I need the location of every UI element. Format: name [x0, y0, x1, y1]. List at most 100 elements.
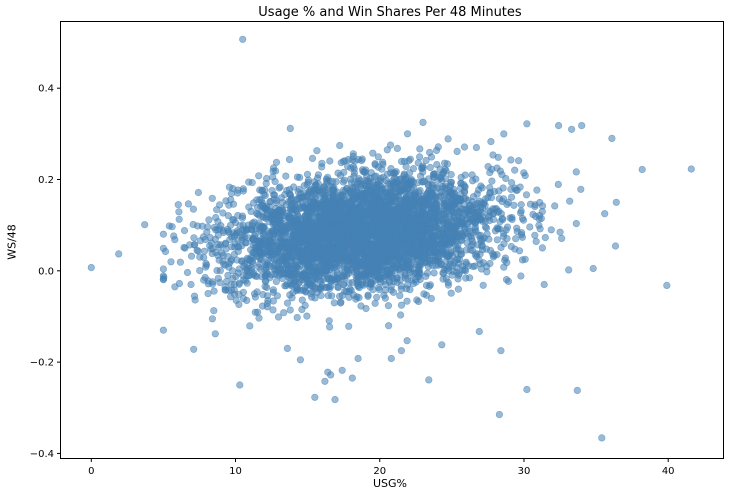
scatter-point [273, 256, 281, 264]
scatter-point [231, 243, 239, 251]
scatter-point [302, 204, 310, 212]
scatter-point [171, 236, 179, 244]
scatter-point [214, 274, 222, 282]
scatter-point [397, 282, 405, 290]
scatter-point [310, 276, 318, 284]
scatter-point [261, 283, 269, 291]
scatter-point [471, 200, 479, 208]
scatter-point [292, 264, 300, 272]
scatter-point [392, 234, 401, 242]
scatter-point [337, 212, 345, 220]
scatter-point [423, 200, 431, 208]
scatter-point [413, 296, 421, 304]
scatter-point-outlier [403, 337, 411, 345]
scatter-point [352, 247, 360, 255]
y-axis-ticks: −0.4 −0.2 0.0 0.2 0.4 [30, 84, 61, 460]
scatter-point [383, 202, 391, 210]
scatter-point-outlier [573, 386, 581, 395]
scatter-point [184, 200, 192, 208]
scatter-point [369, 149, 377, 157]
scatter-point [357, 192, 365, 200]
scatter-point [402, 163, 410, 171]
scatter-point [339, 199, 347, 207]
scatter-point [572, 168, 580, 176]
scatter-point [269, 286, 278, 294]
scatter-point [522, 191, 531, 199]
scatter-point [277, 264, 285, 272]
scatter-point [475, 216, 483, 224]
scatter-point [341, 157, 349, 165]
scatter-point [196, 267, 204, 275]
scatter-point [282, 270, 290, 278]
scatter-point-outlier [211, 330, 219, 338]
scatter-point [159, 230, 167, 238]
scatter-point-outlier [327, 371, 335, 379]
x-axis-ticks: 0 10 20 30 40 [88, 458, 675, 477]
x-tick-label: 40 [662, 466, 675, 477]
scatter-point [497, 210, 505, 218]
scatter-point-outlier [236, 381, 244, 389]
scatter-point [308, 154, 317, 162]
scatter-point [494, 225, 502, 233]
scatter-point [486, 208, 494, 216]
scatter-point [381, 286, 390, 294]
scatter-point [363, 258, 371, 267]
scatter-point [369, 286, 377, 294]
scatter-point [230, 233, 238, 241]
scatter-point [176, 258, 184, 266]
scatter-point-outlier [387, 354, 395, 363]
scatter-point [262, 179, 270, 187]
scatter-point [321, 194, 329, 202]
scatter-point [269, 251, 277, 259]
scatter-point [304, 176, 313, 184]
scatter-point [457, 205, 465, 213]
scatter-point [229, 200, 238, 208]
scatter-point [445, 250, 454, 258]
scatter-point [354, 210, 362, 218]
scatter-point [503, 223, 512, 231]
scatter-point [200, 247, 208, 255]
scatter-point [405, 239, 413, 247]
scatter-point [321, 220, 329, 228]
scatter-point [238, 212, 247, 220]
scatter-point [426, 148, 434, 156]
scatter-point [403, 297, 411, 305]
x-tick-label: 0 [88, 466, 94, 477]
scatter-point [521, 255, 529, 263]
scatter-point [478, 199, 486, 207]
scatter-point [244, 267, 252, 275]
scatter-point [358, 225, 366, 233]
scatter-point [442, 244, 450, 252]
scatter-point [510, 201, 518, 209]
scatter-point [313, 205, 321, 213]
scatter-point [422, 281, 431, 290]
scatter-point [482, 224, 491, 232]
scatter-point [413, 238, 421, 246]
scatter-point [438, 260, 446, 269]
scatter-point-outlier [638, 165, 646, 174]
scatter-point [507, 156, 515, 164]
scatter-point [317, 230, 325, 238]
scatter-point [251, 308, 259, 316]
scatter-point [389, 288, 398, 296]
scatter-point-outlier [338, 366, 346, 374]
scatter-point [229, 267, 237, 275]
scatter-point [457, 179, 465, 187]
scatter-point [487, 138, 495, 146]
scatter-point [409, 270, 417, 278]
scatter-point [461, 194, 470, 202]
scatter-point [400, 220, 408, 228]
scatter-point [281, 282, 289, 290]
scatter-point-outlier [208, 315, 216, 323]
scatter-point-outlier [438, 341, 446, 349]
scatter-point [350, 169, 359, 177]
scatter-point [473, 209, 481, 217]
scatter-point [290, 270, 298, 279]
scatter-point [419, 178, 427, 186]
scatter-point [531, 201, 539, 209]
scatter-point [304, 279, 312, 287]
scatter-point [439, 183, 447, 191]
scatter-point [351, 157, 359, 165]
scatter-point-outlier [608, 134, 616, 142]
